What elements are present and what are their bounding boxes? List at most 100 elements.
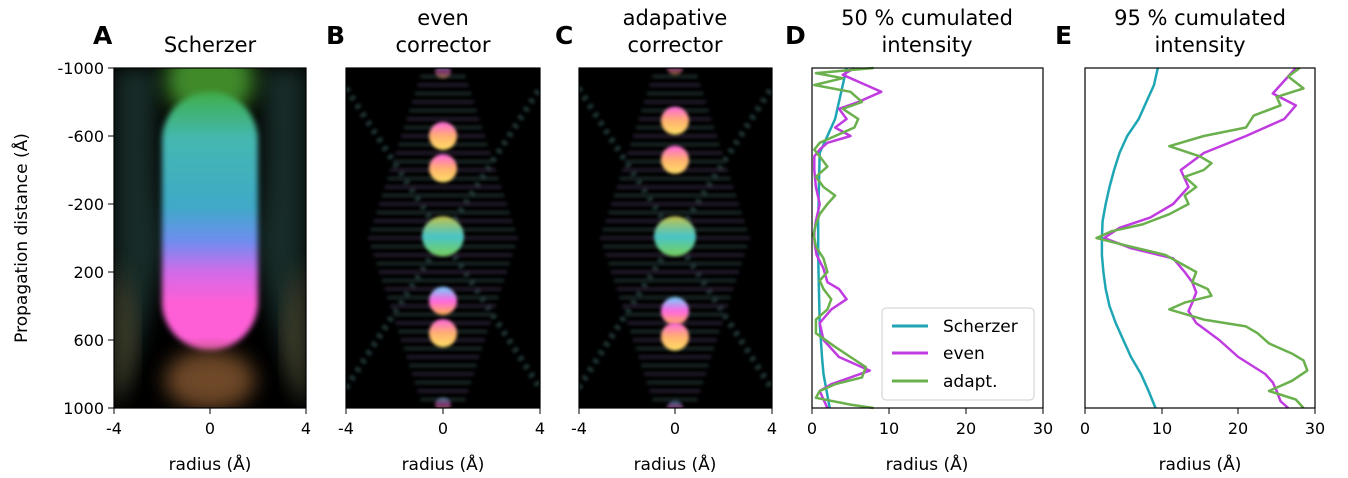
fringe	[649, 83, 701, 87]
x-tick-label: -4	[571, 419, 587, 438]
intensity-spot	[429, 154, 457, 183]
fringe	[644, 372, 706, 376]
x-tick-label: 0	[670, 419, 680, 438]
panel-d-frame	[811, 67, 1044, 409]
panel-d-letter: D	[785, 21, 806, 50]
x-tick-label: 10	[879, 419, 899, 438]
intensity-spot	[667, 68, 683, 75]
panel-d-lines	[812, 66, 883, 410]
fringe	[652, 397, 698, 402]
series-line-scherzer	[816, 67, 848, 409]
fringe	[608, 261, 742, 266]
series-line-scherzer	[1100, 67, 1160, 409]
intensity-spot	[667, 401, 683, 408]
panel-e-letter: E	[1055, 21, 1072, 50]
x-tick-label: 4	[301, 419, 311, 438]
legend-box	[881, 307, 1035, 401]
x-tick-label: 0	[807, 419, 817, 438]
x-tick-label: 30	[1033, 419, 1053, 438]
legend-label-adapt: adapt.	[943, 372, 998, 392]
intensity-spot	[654, 216, 696, 257]
panel-e-background	[1085, 68, 1315, 408]
fringe	[376, 210, 510, 215]
fringe	[381, 278, 505, 283]
fringe	[613, 278, 737, 283]
panel-d-title-line1: 50 % cumulated	[841, 6, 1013, 30]
y-tick-label: -600	[68, 127, 104, 146]
fringe	[406, 117, 480, 121]
x-tick-label: -4	[106, 419, 122, 438]
panel-c-title-line2: corrector	[627, 33, 722, 57]
fringe	[619, 176, 731, 181]
panel-e-title-line1: 95 % cumulated	[1114, 6, 1286, 30]
x-axis-label-a: radius (Å)	[169, 453, 252, 475]
intensity-spot	[661, 322, 689, 351]
fringe	[409, 108, 477, 113]
x-tick-label: -4	[338, 419, 354, 438]
panel-b-title-line1: even	[417, 6, 469, 30]
fringe	[641, 363, 709, 368]
intensity-spot	[435, 68, 451, 79]
fringe	[414, 380, 472, 385]
x-tick-label: 4	[535, 419, 545, 438]
y-tick-label: -200	[68, 195, 104, 214]
fringe	[608, 210, 742, 215]
fringe	[379, 202, 507, 206]
fringe	[613, 193, 737, 198]
series-line-adapt	[1095, 66, 1309, 409]
panel-a-title: Scherzer	[164, 33, 257, 57]
panel-b	[345, 67, 541, 409]
x-tick-label: 4	[767, 419, 777, 438]
intensity-spot	[429, 319, 457, 348]
fringe	[616, 287, 734, 291]
panel-e-lines	[1095, 66, 1309, 409]
x-axis-label-b: radius (Å)	[402, 453, 485, 475]
panel-c-heatmap	[579, 68, 772, 408]
y-tick-label: 200	[73, 263, 104, 282]
y-axis-label: Propagation distance (Å)	[10, 133, 32, 343]
panel-c	[578, 67, 773, 409]
panel-a-letter: A	[93, 21, 113, 50]
fringe	[395, 151, 491, 155]
panel-a	[113, 67, 307, 409]
fringe	[412, 372, 474, 376]
panel-e-frame	[1084, 67, 1316, 409]
fringe	[403, 346, 483, 351]
legend-label-even: even	[943, 344, 985, 364]
intensity-spot	[661, 106, 689, 135]
fringe	[649, 389, 701, 393]
fringe	[611, 270, 739, 274]
fringe	[417, 389, 469, 393]
x-tick-label: 10	[1152, 419, 1172, 438]
y-tick-label: -1000	[58, 59, 105, 78]
panel-e-title-line2: intensity	[1154, 33, 1245, 57]
panel-c-letter: C	[555, 21, 573, 50]
x-tick-label: 20	[1228, 419, 1248, 438]
x-tick-label: 30	[1305, 419, 1325, 438]
y-tick-label: 1000	[63, 399, 104, 418]
fringe	[646, 380, 704, 385]
fringe	[611, 202, 739, 206]
fringe	[384, 185, 502, 189]
x-axis-label-d: radius (Å)	[886, 453, 969, 475]
fringe	[379, 270, 507, 274]
fringe	[376, 261, 510, 266]
fringe	[414, 91, 472, 96]
panel-d: Scherzer even adapt.	[811, 66, 1044, 410]
fringe	[646, 91, 704, 96]
panel-a-heatmap	[114, 68, 306, 408]
fringe	[633, 134, 717, 138]
fringe	[409, 363, 477, 368]
panel-b-heatmap	[346, 68, 540, 408]
x-axis-label-e: radius (Å)	[1159, 453, 1242, 475]
intensity-spot	[422, 216, 464, 257]
intensity-spot	[435, 397, 451, 408]
fringe	[652, 74, 698, 79]
fringe	[638, 355, 712, 359]
panel-b-title-line2: corrector	[395, 33, 490, 57]
x-tick-label: 0	[438, 419, 448, 438]
intensity-spot	[661, 297, 689, 326]
x-tick-label: 0	[1080, 419, 1090, 438]
legend-label-scherzer: Scherzer	[943, 317, 1018, 337]
